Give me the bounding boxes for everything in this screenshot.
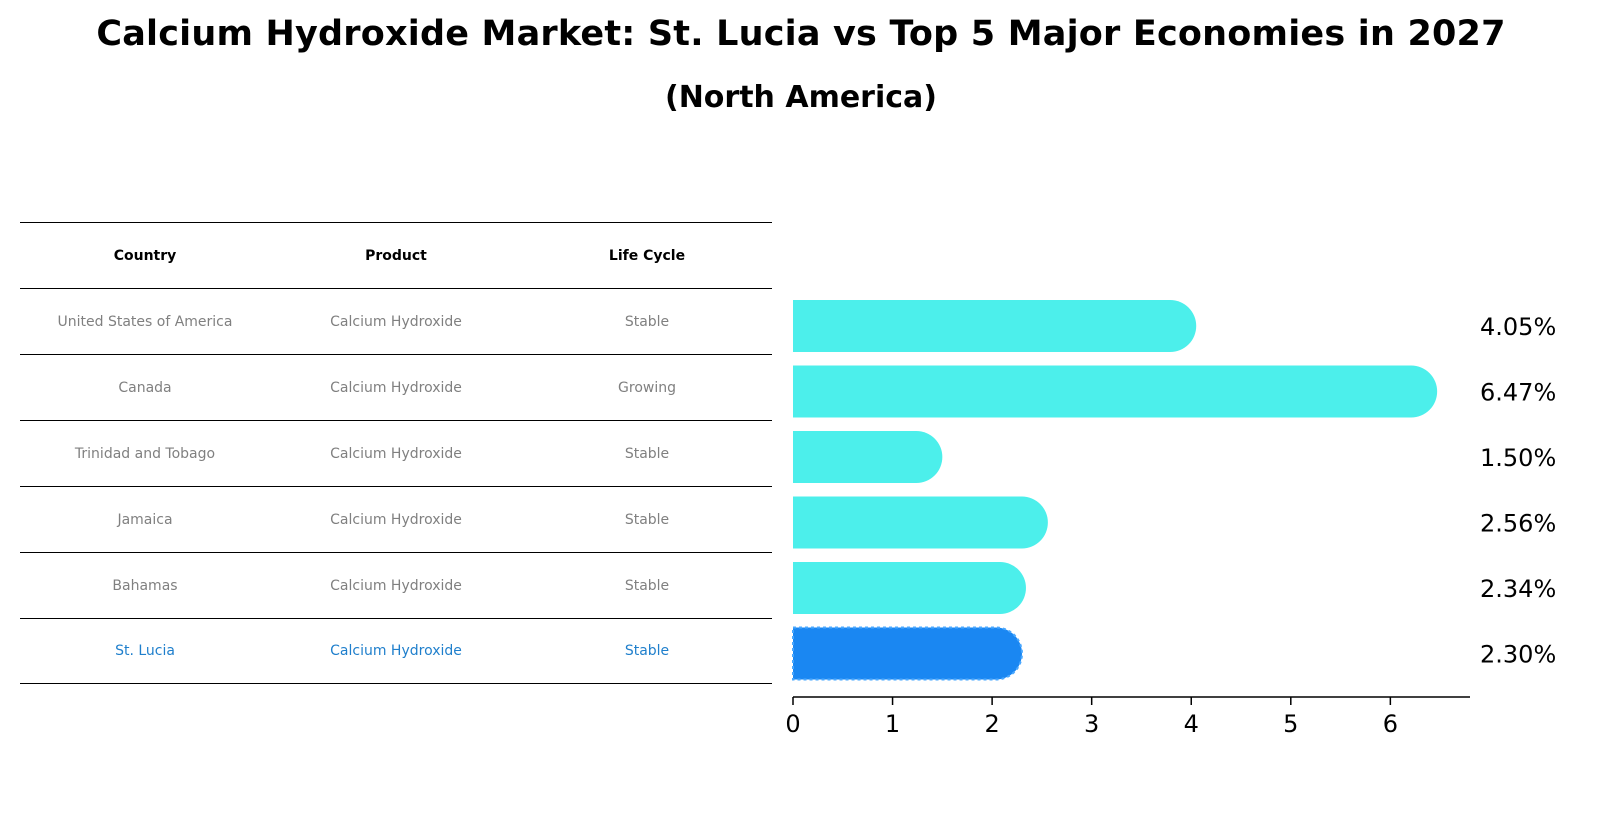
cell-country: Trinidad and Tobago [74,445,216,462]
cell-product: Calcium Hydroxide [330,577,462,594]
cell-country: United States of America [57,313,233,330]
table-row: United States of America Calcium Hydroxi… [20,288,772,354]
x-tick-label: 4 [1184,710,1199,738]
x-tick-label: 0 [785,710,800,738]
header-product: Product [365,247,427,264]
cell-life-cycle: Stable [624,313,670,330]
table-row: Jamaica Calcium Hydroxide Stable [20,486,772,552]
cell-country: Bahamas [112,577,178,594]
cell-product: Calcium Hydroxide [330,313,462,330]
data-label: 4.05% [1480,313,1556,341]
cell-life-cycle: Stable [624,511,670,528]
data-label: 1.50% [1480,444,1556,472]
cell-product: Calcium Hydroxide [330,445,462,462]
header-country: Country [113,247,177,264]
table-header-row: Country Product Life Cycle [20,222,772,288]
table-row: Canada Calcium Hydroxide Growing [20,354,772,420]
data-label: 2.34% [1480,575,1556,603]
cell-country: Canada [118,379,172,396]
x-tick-label: 5 [1283,710,1298,738]
data-label: 2.30% [1480,641,1556,669]
cell-country: Jamaica [117,511,173,528]
data-label: 6.47% [1480,379,1556,407]
bar [793,562,1026,614]
cell-life-cycle: Stable [624,643,670,659]
bar [793,300,1197,352]
chart-subtitle: (North America) [664,80,937,115]
cell-country: St. Lucia [115,643,175,659]
cell-life-cycle: Growing [618,379,676,396]
bar [793,365,1438,418]
cell-product: Calcium Hydroxide [330,379,462,396]
bar [793,496,1048,549]
cell-product: Calcium Hydroxide [330,511,462,528]
x-tick-label: 1 [885,710,900,738]
cell-life-cycle: Stable [624,577,670,594]
table-row-highlighted: St. Lucia Calcium Hydroxide Stable [20,618,772,684]
cell-life-cycle: Stable [624,445,670,462]
bar [793,431,943,483]
header-life-cycle: Life Cycle [608,247,686,264]
bar [792,626,1023,681]
comparison-table: Country Product Life Cycle United States… [20,222,772,684]
table-row: Bahamas Calcium Hydroxide Stable [20,552,772,618]
x-tick-label: 6 [1383,710,1398,738]
x-tick-label: 3 [1084,710,1099,738]
table-row: Trinidad and Tobago Calcium Hydroxide St… [20,420,772,486]
cell-product: Calcium Hydroxide [330,643,462,659]
data-label: 2.56% [1480,510,1556,538]
chart-title: Calcium Hydroxide Market: St. Lucia vs T… [96,14,1506,54]
x-tick-label: 2 [984,710,999,738]
